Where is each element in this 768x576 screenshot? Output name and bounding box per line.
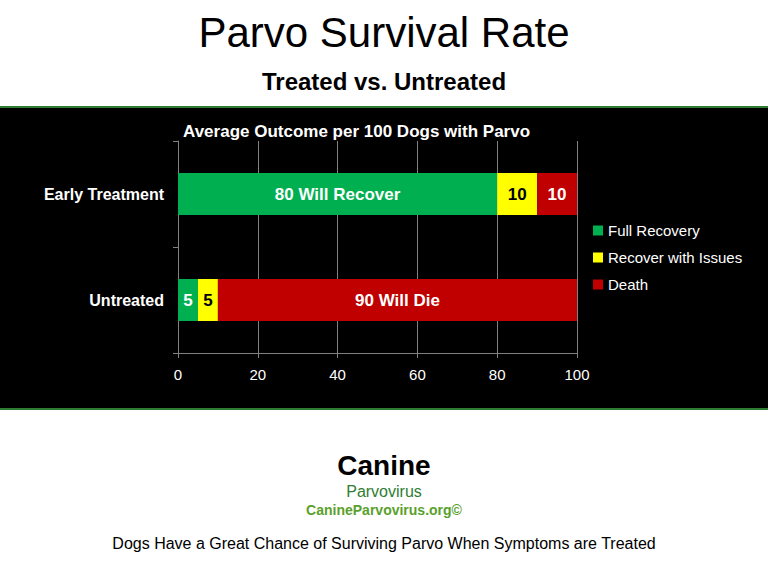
svg-text:10: 10 — [508, 185, 527, 204]
svg-text:Treated vs. Untreated: Treated vs. Untreated — [262, 68, 506, 95]
svg-text:Parvo Survival Rate: Parvo Survival Rate — [198, 9, 569, 56]
svg-text:Recover with Issues: Recover with Issues — [608, 249, 742, 266]
svg-text:80: 80 — [489, 366, 506, 383]
svg-text:Dogs Have a Great Chance of Su: Dogs Have a Great Chance of Surviving Pa… — [112, 535, 655, 552]
svg-text:100: 100 — [564, 366, 589, 383]
svg-text:5: 5 — [203, 291, 212, 310]
svg-text:Full Recovery: Full Recovery — [608, 222, 700, 239]
svg-text:Early Treatment: Early Treatment — [44, 186, 165, 203]
svg-text:60: 60 — [409, 366, 426, 383]
svg-text:Parvovirus: Parvovirus — [346, 483, 422, 500]
svg-text:80 Will Recover: 80 Will Recover — [275, 185, 401, 204]
svg-text:Average Outcome per 100 Dogs w: Average Outcome per 100 Dogs with Parvo — [183, 122, 530, 141]
svg-text:Death: Death — [608, 276, 648, 293]
svg-text:10: 10 — [548, 185, 567, 204]
svg-text:CanineParvovirus.org©: CanineParvovirus.org© — [306, 502, 462, 518]
svg-text:0: 0 — [174, 366, 182, 383]
svg-text:Canine: Canine — [337, 450, 430, 481]
svg-text:Untreated: Untreated — [89, 292, 164, 309]
svg-text:20: 20 — [249, 366, 266, 383]
svg-text:5: 5 — [183, 291, 192, 310]
svg-text:90 Will Die: 90 Will Die — [355, 291, 440, 310]
svg-text:40: 40 — [329, 366, 346, 383]
